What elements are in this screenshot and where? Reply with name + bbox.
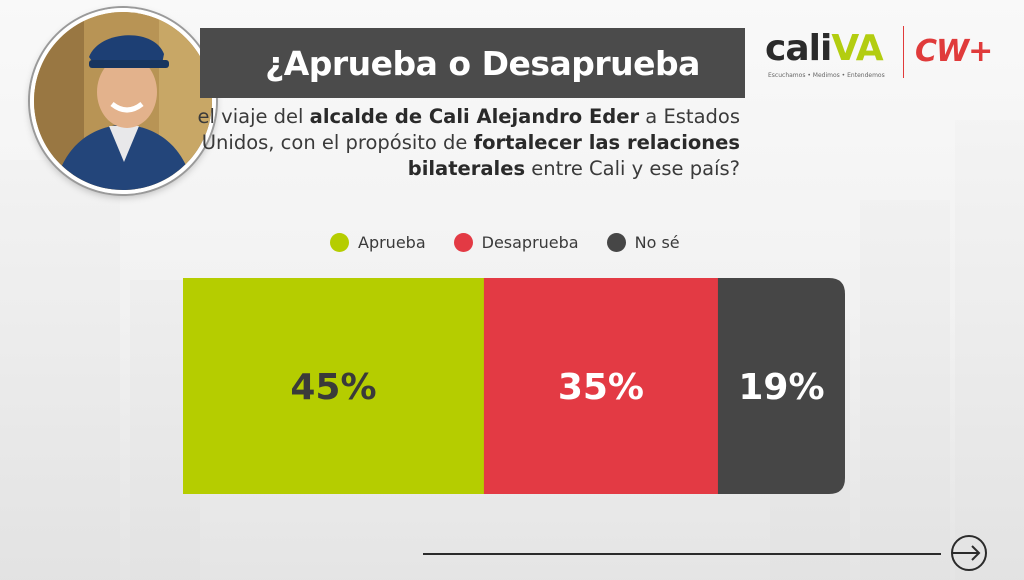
title-banner: ¿Aprueba o Desaprueba <box>200 28 745 98</box>
legend-swatch <box>330 233 349 252</box>
question-part: a Estados Unidos, con el propósito de <box>201 105 740 154</box>
caliva-tagline: Escuchamos • Medimos • Entendemos <box>768 72 885 79</box>
legend-swatch <box>606 233 626 252</box>
cw-plus-logo: CW+ <box>915 34 993 69</box>
question-part: el viaje del <box>197 105 310 128</box>
legend-swatch <box>453 233 473 252</box>
arrow-right-circle-icon[interactable] <box>951 535 987 571</box>
chart-legend: Aprueba Desaprueba No sé <box>330 233 680 252</box>
legend-item-desaprueba: Desaprueba <box>453 233 579 252</box>
legend-item-no-se: No sé <box>606 233 680 252</box>
footer-divider <box>423 553 941 555</box>
logo-divider <box>903 26 904 78</box>
page-title: ¿Aprueba o Desaprueba <box>265 43 700 83</box>
question-part-bold: alcalde de Cali Alejandro Eder <box>309 105 640 128</box>
question-part-bold: fortalecer las relaciones bilaterales <box>407 131 740 180</box>
caliva-logo: caliVA <box>765 28 884 69</box>
question-part: entre Cali y ese país? <box>525 157 740 180</box>
legend-label: No sé <box>634 233 680 252</box>
logo-area: caliVA Escuchamos • Medimos • Entendemos… <box>765 22 1015 87</box>
legend-label: Aprueba <box>358 233 426 252</box>
survey-question: el viaje del alcalde de Cali Alejandro E… <box>180 104 740 182</box>
legend-label: Desaprueba <box>481 233 579 252</box>
legend-item-aprueba: Aprueba <box>330 233 426 252</box>
